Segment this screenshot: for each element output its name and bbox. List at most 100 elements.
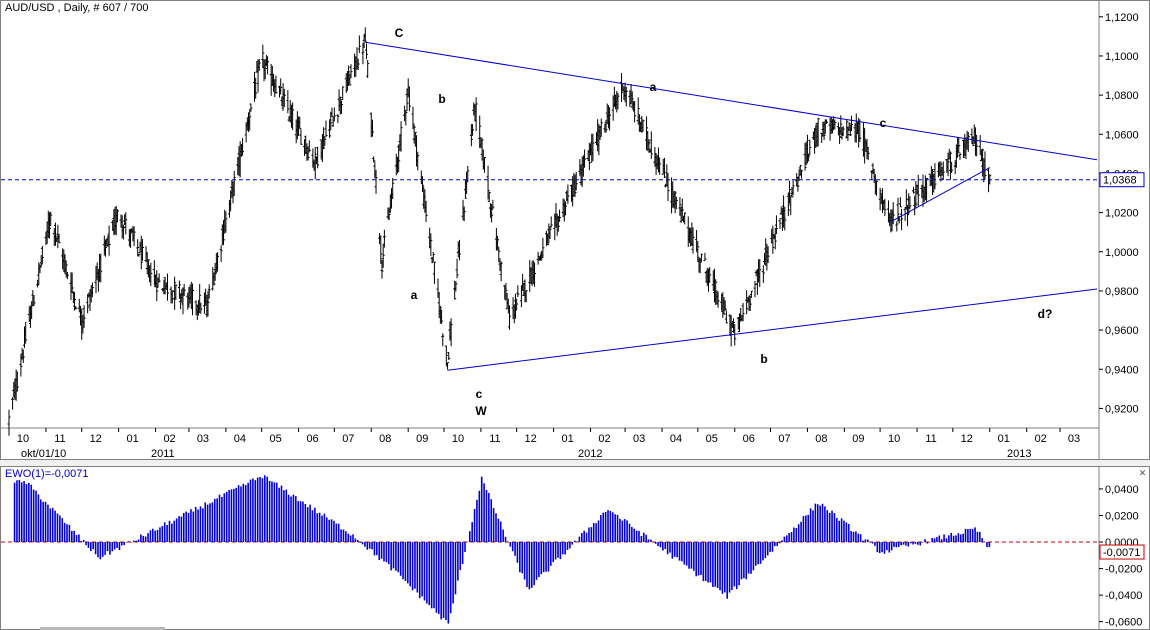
osc-bar (576, 541, 578, 543)
osc-bar (216, 498, 218, 543)
osc-bar (125, 542, 128, 543)
osc-bar (895, 542, 898, 548)
osc-bar (936, 537, 938, 543)
osc-bar (626, 520, 628, 543)
oscillator-pane[interactable]: EWO(1)=-0,0071 ✕ 0,0400 0,0200 0,0000 -0,02… (0, 466, 1150, 630)
osc-bar (862, 540, 864, 543)
osc-tick-label: -0,0200 (1105, 564, 1142, 576)
x-tick-label: 10 (17, 433, 29, 445)
price-chart[interactable]: 1,12001,10001,08001,06001,04001,02001,00… (1, 1, 1149, 459)
osc-bar (295, 496, 297, 543)
osc-bar (974, 527, 976, 543)
osc-bar (759, 542, 762, 564)
osc-bar (321, 515, 323, 543)
osc-bar (728, 542, 731, 593)
osc-bar (106, 542, 109, 552)
osc-bar (247, 482, 249, 543)
osc-bar (361, 542, 364, 545)
osc-bar (152, 528, 154, 543)
osc-bar (144, 536, 147, 543)
osc-bar (163, 522, 166, 543)
osc-bar (306, 507, 309, 543)
osc-bar (218, 494, 221, 543)
osc-bar (962, 533, 964, 543)
osc-bar (590, 527, 593, 543)
osc-bar (654, 542, 657, 544)
osc-bar (897, 542, 900, 547)
osc-bar (123, 542, 126, 546)
osc-bar (731, 542, 733, 591)
osc-bar (592, 523, 595, 543)
osc-bar (16, 480, 18, 543)
osc-bar (290, 496, 292, 543)
osc-bar (78, 534, 80, 543)
osc-bar (132, 540, 135, 543)
osc-bar (478, 490, 481, 543)
osc-bar (843, 520, 845, 543)
osc-bar (283, 490, 285, 543)
osc-bar (986, 542, 988, 548)
osc-bar (252, 478, 254, 543)
osc-bar (554, 542, 557, 560)
osc-bar (526, 542, 528, 588)
osc-bar (542, 542, 545, 573)
y-tick-label: 0,9200 (1105, 403, 1139, 415)
osc-bar (287, 494, 290, 543)
osc-bar (459, 542, 462, 571)
osc-bar (135, 540, 137, 543)
osc-bar (900, 542, 902, 546)
osc-bar (735, 542, 738, 590)
osc-bar (268, 480, 271, 543)
osc-bar (502, 529, 504, 543)
osc-bar (678, 542, 681, 561)
osc-bar (642, 532, 645, 543)
osc-bar (685, 542, 688, 566)
osc-bar (769, 542, 771, 552)
osc-bar (488, 492, 490, 543)
ohlc-bars (7, 27, 992, 436)
osc-bar (914, 542, 917, 544)
osc-bar (390, 542, 392, 571)
osc-bar (206, 504, 209, 543)
osc-bar (256, 477, 259, 543)
osc-bar (926, 542, 929, 544)
osc-bar (514, 542, 516, 556)
osc-bar (588, 527, 590, 543)
osc-bar (235, 487, 238, 543)
osc-bar (564, 542, 566, 555)
x-tick-label: 05 (706, 433, 718, 445)
osc-bar (464, 542, 466, 552)
osc-bar (59, 515, 61, 543)
osc-bar (461, 542, 464, 565)
osc-bar (411, 542, 414, 591)
y-tick-label: 0,9800 (1105, 286, 1139, 298)
close-pane-icon[interactable]: ✕ (1138, 468, 1147, 478)
osc-bar (202, 508, 204, 543)
osc-bar (273, 482, 276, 543)
osc-bar (373, 542, 376, 556)
osc-bar (340, 529, 342, 543)
osc-bar (867, 539, 869, 543)
osc-bar (333, 520, 335, 543)
x-tick-label: 03 (197, 433, 209, 445)
osc-bar (819, 505, 821, 543)
horizontal-scrollbar-thumb[interactable] (40, 627, 165, 630)
osc-bar (821, 503, 824, 543)
year-label: okt/01/10 (21, 448, 66, 459)
osc-bar (285, 489, 288, 543)
osc-bar (676, 542, 678, 558)
osc-bar (521, 542, 524, 574)
osc-bar (716, 542, 719, 589)
osc-bar (480, 476, 483, 543)
osc-bar (359, 542, 361, 543)
osc-bar (657, 542, 659, 547)
osc-bar (983, 541, 986, 543)
oscillator-chart[interactable]: 0,04000,02000,0000-0,0200-0,0400-0,0600-… (1, 467, 1149, 629)
y-tick-label: 0,9600 (1105, 325, 1139, 337)
price-chart-pane[interactable]: AUD/USD , Daily, # 607 / 700 1,1200 1,100… (0, 0, 1150, 460)
osc-bar (647, 539, 650, 543)
osc-bar (816, 504, 819, 543)
osc-bar (645, 534, 647, 543)
osc-bar (109, 542, 111, 555)
x-tick-label: 12 (961, 433, 973, 445)
